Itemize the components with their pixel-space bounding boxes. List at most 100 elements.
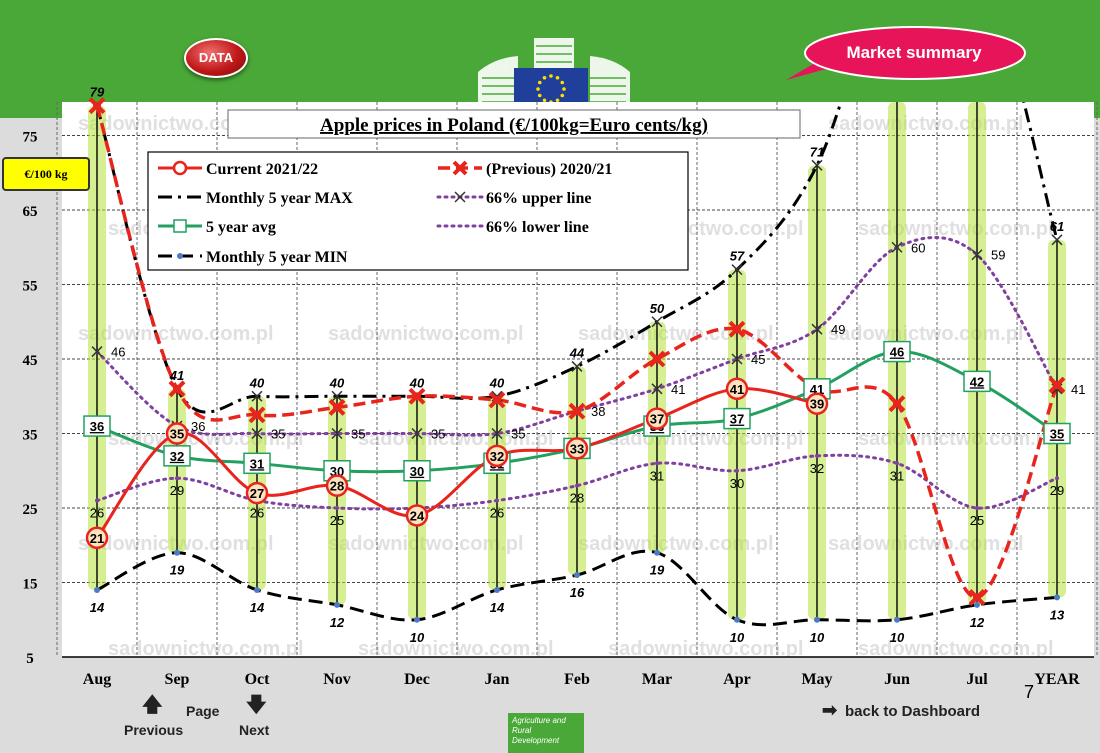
max-data-label: 57 <box>730 249 745 264</box>
avg-data-label: 42 <box>970 374 984 389</box>
min-marker <box>574 572 580 579</box>
lower-marker <box>895 461 899 466</box>
upper-data-label: 35 <box>431 427 445 442</box>
upper-data-label: 35 <box>271 427 285 442</box>
dashboard-arrow-icon[interactable]: ➡ <box>822 700 838 720</box>
data-button[interactable]: DATA <box>184 38 248 78</box>
upper-data-label: 45 <box>751 352 765 367</box>
x-tick-label: Sep <box>165 671 190 688</box>
avg-data-label: 36 <box>90 419 104 434</box>
eu-star-icon <box>562 87 566 91</box>
eu-star-icon <box>555 98 560 103</box>
x-tick-label: Jan <box>485 671 510 688</box>
watermark-text: sadownictwo.com.pl <box>78 113 274 135</box>
max-marker <box>1051 234 1063 246</box>
min-data-label: 10 <box>810 630 825 645</box>
lower-data-label: 26 <box>490 506 504 521</box>
upper-data-label: 38 <box>591 404 605 419</box>
lower-data-label: 31 <box>890 468 904 483</box>
legend-label-avg: 5 year avg <box>206 219 276 236</box>
legend-box <box>147 151 689 271</box>
next-arrow-icon[interactable]: 🡇 <box>246 694 267 716</box>
upper-data-label: 60 <box>911 240 925 255</box>
market-summary-callout[interactable] <box>780 24 1030 94</box>
avg-data-label: 37 <box>730 412 744 427</box>
legend-label-lower: 66% lower line <box>486 219 589 236</box>
current-data-label: 37 <box>650 412 664 427</box>
previous-marker-dot <box>173 384 181 393</box>
page-number: 7 <box>1024 682 1035 702</box>
market-summary-label[interactable]: Market summary <box>846 43 982 62</box>
agriculture-rural-development-logo: Agriculture and Rural Development <box>508 713 584 753</box>
current-marker <box>565 437 589 460</box>
upper-data-label: 59 <box>991 248 1005 263</box>
avg-marker-box <box>403 460 431 482</box>
watermark-text: sadownictwo.com.pl <box>78 323 274 345</box>
lower-marker <box>495 498 499 503</box>
avg-data-label: 32 <box>170 449 184 464</box>
lower-marker <box>735 468 739 473</box>
avg-data-label: 35 <box>1050 427 1064 442</box>
max-marker <box>811 159 823 171</box>
avg-marker-box <box>163 445 191 467</box>
avg-marker-box <box>243 452 271 475</box>
max-marker <box>571 360 583 372</box>
y-tick-label: 5 <box>26 651 34 667</box>
avg-data-label: 30 <box>410 464 424 479</box>
legend-marker <box>177 253 183 259</box>
legend-label-current: Current 2021/22 <box>206 161 318 178</box>
min-marker <box>894 616 900 623</box>
max-data-label: 40 <box>489 375 505 390</box>
next-page-button[interactable]: Next <box>239 722 270 738</box>
eu-star-icon <box>542 98 547 103</box>
lower-data-label: 29 <box>1050 483 1064 498</box>
upper-line-marker <box>971 249 983 261</box>
min-marker <box>334 601 340 608</box>
back-to-dashboard-button[interactable]: back to Dashboard <box>845 703 981 720</box>
previous-page-button[interactable]: Previous <box>124 722 184 738</box>
x-tick-label: Oct <box>245 671 271 688</box>
lower-marker <box>175 476 179 481</box>
current-series-line <box>95 387 818 539</box>
min-data-label: 19 <box>170 563 185 578</box>
upper-data-label: 46 <box>111 345 125 360</box>
y-tick-label: 25 <box>23 502 38 518</box>
title-box <box>227 109 801 139</box>
avg-marker-box <box>963 370 991 393</box>
upper-data-label: 49 <box>831 322 845 337</box>
min-data-label: 16 <box>570 585 585 600</box>
eu-star-icon <box>549 74 553 78</box>
previous-marker-dot <box>413 392 421 401</box>
lower-marker <box>1055 476 1059 481</box>
min-marker <box>974 601 980 608</box>
min-marker <box>654 549 660 556</box>
previous-marker-dot <box>333 403 341 412</box>
watermark-text: sadownictwo.com.pl <box>328 323 524 345</box>
current-marker <box>245 481 269 505</box>
avg-marker-box <box>723 407 751 430</box>
x-tick-label: Aug <box>83 671 111 688</box>
current-marker <box>645 407 669 430</box>
lower-marker <box>575 483 579 488</box>
min-data-label: 14 <box>490 600 505 615</box>
current-marker <box>405 504 429 527</box>
watermark-text: sadownictwo.com.pl <box>858 638 1054 660</box>
unit-label: €/100 kg <box>2 157 90 191</box>
watermark-text: sadownictwo.com.pl <box>858 428 1054 450</box>
max-marker <box>251 390 263 402</box>
min-data-label: 14 <box>90 600 105 615</box>
max-marker <box>731 264 743 276</box>
upper-data-label: 35 <box>511 427 525 442</box>
min-data-label: 10 <box>730 630 745 645</box>
min-data-label: 12 <box>970 615 985 630</box>
previous-marker-dot <box>653 355 661 364</box>
x-tick-label: YEAR <box>1034 671 1080 688</box>
watermark-text: sadownictwo.com.pl <box>608 638 804 660</box>
lower-data-label: 32 <box>810 461 824 476</box>
previous-arrow-icon[interactable]: 🡅 <box>142 694 163 716</box>
lower-data-label: 29 <box>170 483 184 498</box>
max-data-label: 40 <box>329 375 345 390</box>
previous-marker-dot <box>253 410 261 419</box>
min-marker <box>94 586 100 593</box>
lower-data-label: 26 <box>90 506 104 521</box>
